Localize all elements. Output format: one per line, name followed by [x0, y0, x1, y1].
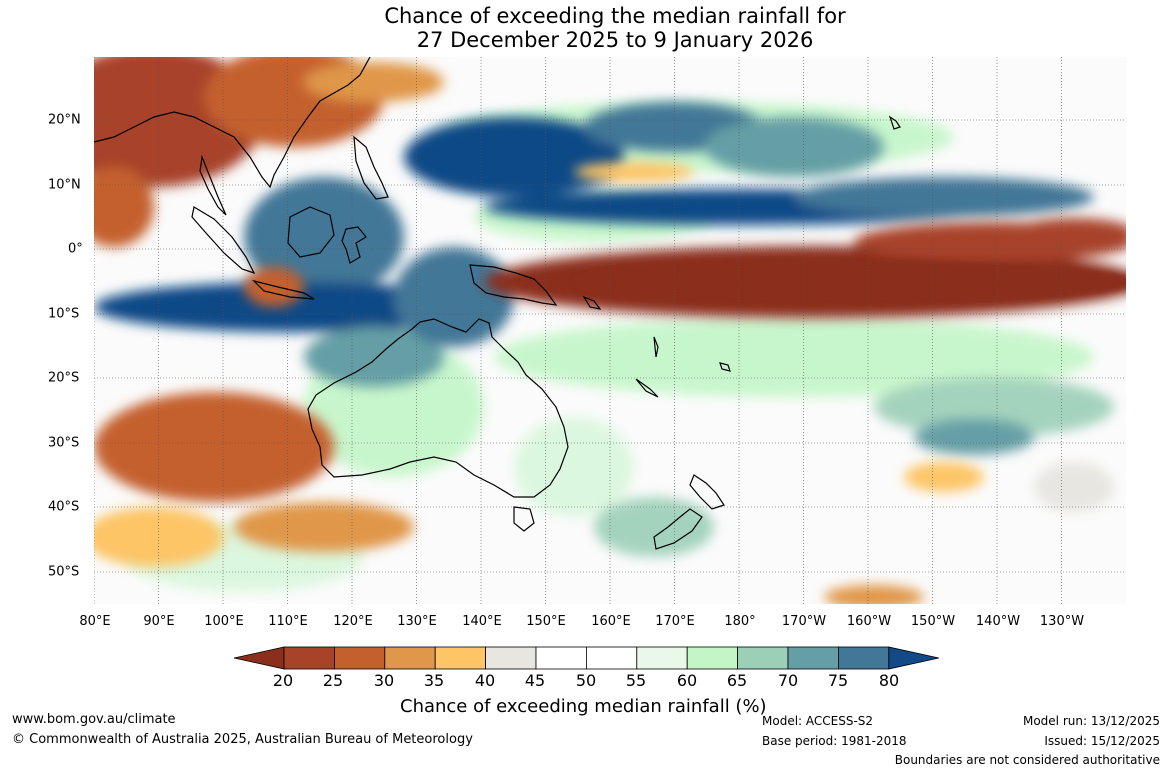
lon-label: 90°E	[143, 614, 175, 629]
colorbar-swatch	[585, 646, 638, 670]
java-coastline	[252, 279, 315, 300]
title-line-1: Chance of exceeding the median rainfall …	[384, 4, 846, 28]
colorbar-swatch	[686, 646, 739, 670]
graticule	[94, 57, 1126, 604]
colorbar-swatch	[283, 646, 335, 670]
model-text: Model: ACCESS-S2	[762, 714, 874, 728]
lon-label: 110°E	[268, 614, 308, 629]
lon-label: 120°E	[333, 614, 373, 629]
colorbar	[233, 646, 940, 674]
colorbar-swatch	[535, 646, 587, 670]
asia-coastline	[94, 57, 371, 189]
issued-text: Issued: 15/12/2025	[1044, 734, 1160, 748]
colorbar-swatch	[636, 646, 688, 670]
lon-label: 80°E	[79, 614, 111, 629]
coastlines	[94, 57, 901, 550]
lat-label: 10°N	[48, 177, 81, 193]
lat-label: 10°S	[48, 306, 80, 322]
colorbar-tick: 50	[575, 671, 597, 690]
colorbar-swatch	[334, 646, 386, 670]
equatorial-dry-band	[574, 260, 1126, 304]
colorbar-arrow-high	[888, 646, 939, 670]
sumatra-coastline	[191, 206, 256, 275]
lon-label: 100°E	[204, 614, 244, 629]
blue-zones	[94, 102, 1094, 455]
new-zealand-north	[689, 474, 725, 510]
title-line-2: 27 December 2025 to 9 January 2026	[416, 28, 814, 52]
colorbar-svg	[233, 646, 939, 670]
rainfall-map	[94, 57, 1126, 604]
colorbar-swatch	[838, 646, 890, 670]
colorbar-tick: 55	[625, 671, 647, 690]
hawaii-coastline	[888, 115, 901, 130]
colorbar-title: Chance of exceeding median rainfall (%)	[400, 696, 767, 717]
colorbar-swatch	[434, 646, 486, 670]
philippines-coastline	[353, 135, 389, 200]
lon-label: 150°E	[526, 614, 566, 629]
new-caledonia	[635, 378, 659, 398]
colorbar-tick: 35	[423, 671, 445, 690]
fiji-islands	[719, 362, 731, 372]
malay-peninsula-coastline	[199, 154, 227, 216]
lon-label: 170°W	[781, 614, 827, 629]
base-period-text: Base period: 1981-2018	[762, 734, 907, 748]
sulawesi-coastline	[341, 226, 367, 264]
lon-label: 160°E	[591, 614, 631, 629]
copyright-text: © Commonwealth of Australia 2025, Austra…	[12, 732, 473, 747]
lat-label: 30°S	[48, 435, 80, 451]
borneo-coastline	[287, 206, 335, 258]
colorbar-tick: 80	[878, 671, 900, 690]
map-title: Chance of exceeding the median rainfall …	[0, 4, 1173, 52]
vanuatu-islands	[653, 336, 659, 358]
new-zealand-south	[653, 508, 703, 550]
colorbar-tick: 70	[777, 671, 799, 690]
colorbar-tick: 20	[272, 671, 294, 690]
colorbar-tick: 25	[322, 671, 344, 690]
colorbar-tick: 60	[676, 671, 698, 690]
colorbar-tick: 30	[373, 671, 395, 690]
colorbar-tick: 45	[524, 671, 546, 690]
lon-label: 180°	[724, 614, 756, 629]
colorbar-swatch	[787, 646, 839, 670]
new-guinea-coastline	[469, 264, 558, 306]
model-run-text: Model run: 13/12/2025	[1022, 714, 1160, 728]
solomon-islands	[582, 295, 602, 310]
lon-label: 130°W	[1039, 614, 1085, 629]
colorbar-swatch	[485, 646, 537, 670]
colorbar-tick: 65	[726, 671, 748, 690]
lat-label: 20°N	[48, 112, 81, 128]
lat-label: 0°	[68, 241, 83, 257]
website-text: www.bom.gov.au/climate	[12, 712, 176, 727]
lat-label: 50°S	[48, 564, 80, 580]
australia-coastline	[307, 318, 569, 498]
lon-label: 130°E	[397, 614, 437, 629]
colorbar-swatch	[384, 646, 436, 670]
lon-label: 170°E	[655, 614, 695, 629]
colorbar-tick: 75	[827, 671, 849, 690]
colorbar-swatch	[737, 646, 789, 670]
lat-label: 40°S	[48, 499, 80, 515]
lon-label: 140°W	[975, 614, 1021, 629]
map-canvas	[94, 57, 1126, 604]
colorbar-arrow-low	[233, 646, 285, 670]
lon-label: 150°W	[910, 614, 956, 629]
lon-label: 160°W	[846, 614, 892, 629]
boundaries-disclaimer: Boundaries are not considered authoritat…	[894, 753, 1160, 767]
tasmania-coastline	[513, 506, 535, 532]
lon-label: 140°E	[462, 614, 502, 629]
lat-label: 20°S	[48, 370, 80, 386]
colorbar-tick: 40	[474, 671, 496, 690]
